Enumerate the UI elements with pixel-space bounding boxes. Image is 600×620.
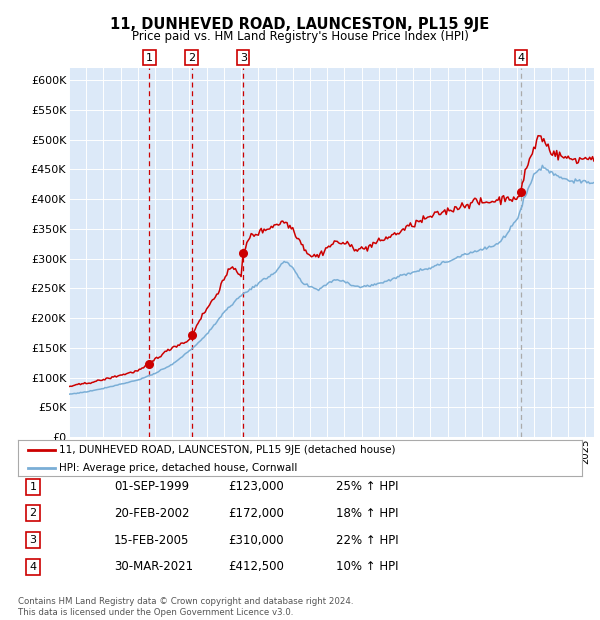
Text: HPI: Average price, detached house, Cornwall: HPI: Average price, detached house, Corn… [59,463,297,473]
Text: £123,000: £123,000 [228,480,284,493]
Text: 2: 2 [188,53,195,63]
Text: 3: 3 [239,53,247,63]
Text: Price paid vs. HM Land Registry's House Price Index (HPI): Price paid vs. HM Land Registry's House … [131,30,469,43]
Text: 10% ↑ HPI: 10% ↑ HPI [336,560,398,573]
Text: 3: 3 [29,535,37,545]
Text: 18% ↑ HPI: 18% ↑ HPI [336,507,398,520]
Text: 22% ↑ HPI: 22% ↑ HPI [336,534,398,546]
Text: Contains HM Land Registry data © Crown copyright and database right 2024.
This d: Contains HM Land Registry data © Crown c… [18,598,353,617]
Text: 4: 4 [517,53,524,63]
Text: £310,000: £310,000 [228,534,284,546]
Text: £172,000: £172,000 [228,507,284,520]
Text: 30-MAR-2021: 30-MAR-2021 [114,560,193,573]
Text: 11, DUNHEVED ROAD, LAUNCESTON, PL15 9JE (detached house): 11, DUNHEVED ROAD, LAUNCESTON, PL15 9JE … [59,445,395,455]
Text: £412,500: £412,500 [228,560,284,573]
Text: 11, DUNHEVED ROAD, LAUNCESTON, PL15 9JE: 11, DUNHEVED ROAD, LAUNCESTON, PL15 9JE [110,17,490,32]
Text: 2: 2 [29,508,37,518]
Text: 20-FEB-2002: 20-FEB-2002 [114,507,190,520]
Text: 15-FEB-2005: 15-FEB-2005 [114,534,190,546]
Text: 1: 1 [146,53,153,63]
Text: 25% ↑ HPI: 25% ↑ HPI [336,480,398,493]
Text: 4: 4 [29,562,37,572]
Text: 1: 1 [29,482,37,492]
Text: 01-SEP-1999: 01-SEP-1999 [114,480,189,493]
